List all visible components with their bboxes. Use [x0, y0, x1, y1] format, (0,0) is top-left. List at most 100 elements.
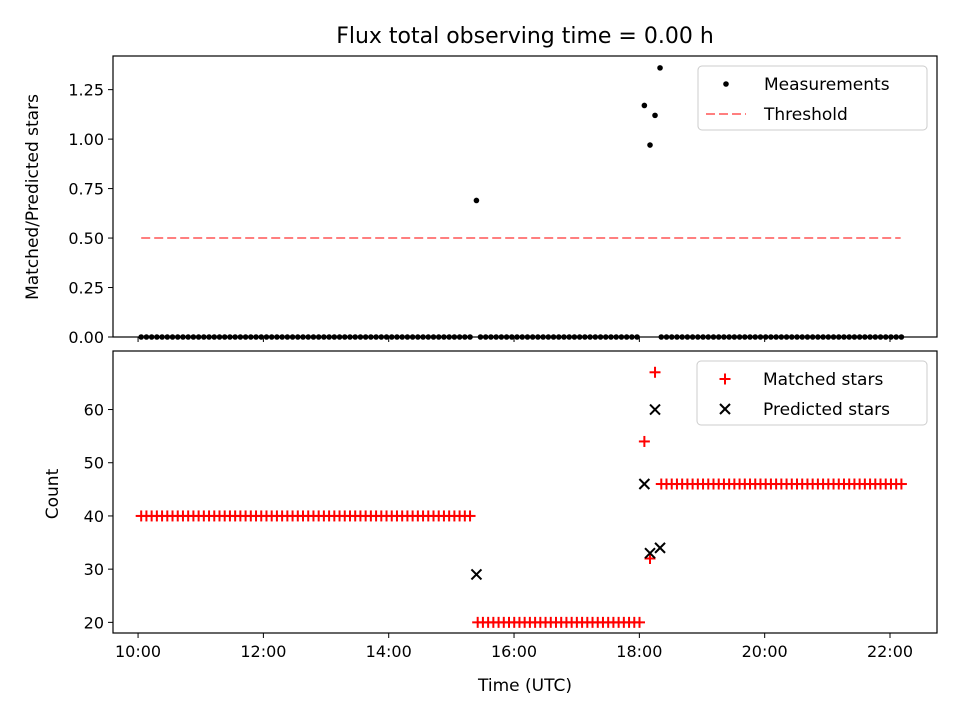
- dot-data-point: [535, 334, 541, 340]
- dot-data-point: [555, 334, 562, 340]
- dot-data-point: [498, 334, 505, 340]
- dot-data-point: [710, 334, 717, 340]
- legend-marker-swatch: [719, 373, 731, 385]
- top-panel: 0.00 0.25 0.50 0.75 1.00 1.25 Measurements Thre…: [68, 55, 938, 347]
- dot-data-point: [862, 334, 868, 340]
- chart-title: Flux total observing time = 0.00 h: [336, 24, 714, 49]
- dot-data-point: [399, 334, 405, 340]
- dot-data-point: [352, 334, 359, 340]
- dot-data-point: [571, 334, 578, 340]
- dot-data-point: [726, 334, 732, 340]
- plus-data-point: [638, 435, 650, 447]
- dot-data-point: [503, 334, 510, 340]
- bottom-legend: Matched stars Predicted stars: [696, 360, 928, 426]
- dot-data-point: [227, 334, 233, 340]
- dot-data-point: [180, 334, 186, 340]
- dot-data-point: [232, 334, 238, 340]
- dot-data-point: [695, 334, 701, 340]
- legend-label: Predicted stars: [763, 400, 890, 420]
- dot-data-point: [221, 334, 228, 340]
- dot-data-point: [143, 334, 150, 340]
- bottom-xtick-label: 20:00: [742, 642, 788, 661]
- x-data-point: [654, 542, 666, 554]
- dot-data-point: [294, 334, 301, 340]
- dot-data-point: [169, 334, 176, 340]
- dot-data-point: [841, 334, 847, 340]
- dot-data-point: [668, 334, 675, 340]
- plus-data-point: [634, 616, 646, 628]
- bottom-series-1: [135, 366, 907, 628]
- dot-data-point: [657, 65, 663, 71]
- dot-data-point: [154, 334, 160, 340]
- x-data-point: [649, 403, 661, 416]
- dot-data-point: [362, 334, 369, 340]
- dot-data-point: [336, 334, 343, 340]
- dot-data-point: [809, 334, 816, 340]
- dot-data-point: [647, 142, 653, 148]
- dot-data-point: [794, 334, 800, 340]
- dot-data-point: [592, 334, 599, 340]
- bottom-xtick-label: 16:00: [491, 642, 537, 661]
- dot-data-point: [174, 334, 181, 340]
- x-marker-b: [654, 542, 666, 554]
- dot-data-point: [138, 334, 144, 340]
- dot-data-point: [242, 334, 249, 340]
- dot-data-point: [582, 334, 588, 340]
- dot-data-point: [279, 334, 285, 340]
- dot-data-point: [508, 334, 515, 340]
- top-legend: Measurements Threshold: [697, 65, 928, 131]
- dot-data-point: [705, 334, 712, 340]
- dot-data-point: [514, 334, 520, 340]
- dot-data-point: [383, 334, 390, 340]
- plus-data-point: [649, 366, 661, 378]
- dot-data-point: [488, 334, 494, 340]
- legend-marker-swatch: [719, 403, 731, 415]
- dot-data-point: [253, 334, 259, 340]
- dot-data-point: [462, 334, 468, 340]
- dot-data-point: [679, 334, 685, 340]
- dot-data-point: [825, 334, 832, 340]
- dot-data-point: [441, 334, 447, 340]
- x-data-point: [644, 547, 656, 559]
- bottom-y-axis-label: Count: [43, 468, 63, 519]
- dot-data-point: [394, 334, 400, 340]
- dot-data-point: [305, 334, 312, 340]
- x-marker-b: [638, 478, 651, 490]
- dot-data-point: [373, 334, 379, 340]
- dot-data-point: [415, 334, 421, 340]
- dot-data-point: [778, 334, 785, 340]
- dot-data-point: [524, 334, 531, 340]
- x-marker-b: [719, 403, 731, 415]
- dot-data-point: [425, 334, 432, 340]
- dot-data-point: [190, 334, 197, 340]
- dot-data-point: [456, 334, 463, 340]
- dot-data-point: [378, 334, 385, 340]
- dot-data-point: [783, 334, 790, 340]
- dot-data-point: [248, 334, 254, 340]
- dot-data-point: [700, 334, 706, 340]
- x-data-point: [470, 568, 483, 581]
- bottom-series-2: [470, 403, 666, 581]
- top-ytick-label: 0.25: [68, 279, 104, 298]
- dot-data-point: [300, 334, 306, 340]
- dot-data-point: [634, 334, 640, 340]
- x-data-point: [638, 478, 651, 490]
- dot-data-point: [159, 334, 165, 340]
- dot-data-point: [284, 334, 291, 340]
- plus-data-point: [644, 553, 656, 565]
- dot-data-point: [629, 334, 635, 340]
- bottom-ytick-label: 50: [84, 454, 104, 473]
- bottom-ytick-label: 30: [84, 560, 104, 579]
- dot-data-point: [477, 334, 484, 340]
- dot-data-point: [877, 334, 884, 340]
- bottom-ytick-label: 60: [84, 401, 104, 420]
- dot-data-point: [736, 334, 743, 340]
- dot-data-point: [762, 334, 769, 340]
- dot-data-point: [846, 334, 852, 340]
- top-ytick-label: 1.25: [68, 81, 104, 100]
- dot-data-point: [830, 334, 837, 340]
- dot-data-point: [747, 334, 753, 340]
- dot-data-point: [674, 334, 680, 340]
- dot-data-point: [404, 334, 411, 340]
